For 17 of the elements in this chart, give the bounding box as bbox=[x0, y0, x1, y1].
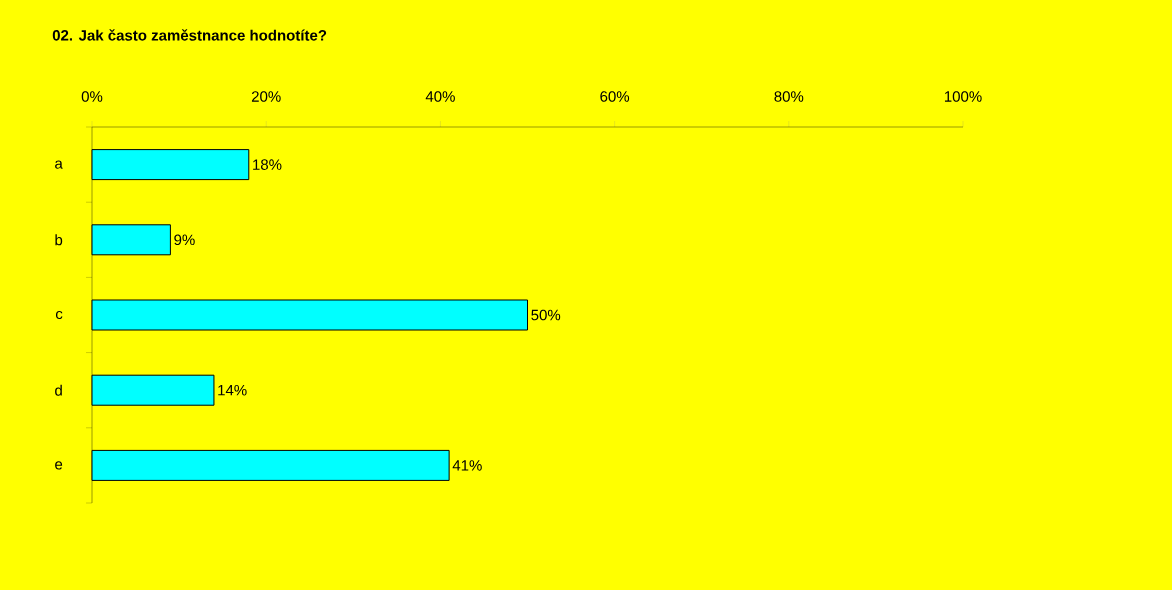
y-tick-label: c bbox=[55, 310, 63, 320]
data-label: 9% bbox=[174, 234, 195, 246]
chart-title: 02. Jak často zaměstnance hodnotíte? bbox=[52, 29, 327, 41]
y-tick-label: a bbox=[55, 160, 63, 169]
data-label: 41% bbox=[452, 460, 482, 471]
data-label: 18% bbox=[253, 159, 282, 170]
x-tick-label: 40% bbox=[425, 91, 455, 102]
x-tick-label: 80% bbox=[774, 91, 804, 102]
data-label: 50% bbox=[531, 309, 561, 321]
y-tick-label: b bbox=[55, 234, 63, 246]
x-tick-label: 20% bbox=[251, 91, 281, 102]
data-label: 14% bbox=[218, 384, 247, 396]
x-tick-label: 100% bbox=[944, 91, 982, 102]
x-tick-label: 60% bbox=[600, 91, 630, 102]
y-tick-label: e bbox=[55, 461, 63, 470]
y-tick-label: d bbox=[55, 384, 62, 396]
x-tick-label: 0% bbox=[81, 91, 103, 102]
